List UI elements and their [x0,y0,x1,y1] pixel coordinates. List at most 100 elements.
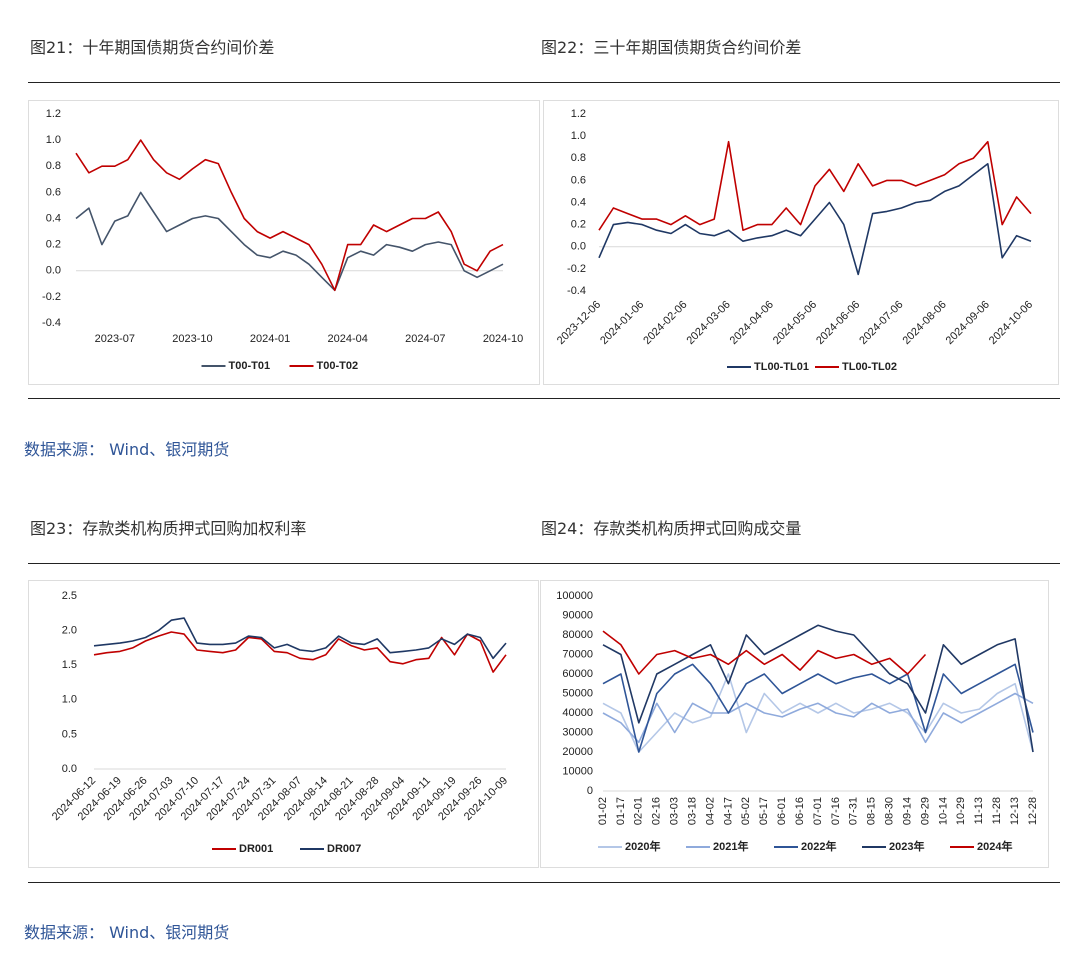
x-tick-label: 2024-07 [405,333,445,345]
y-tick-label: 80000 [562,629,593,641]
series-line [75,191,504,292]
x-tick-label: 2024-08-06 [900,299,948,347]
series-line [598,140,1032,231]
caption: 图22：三十年期国债期货合约间价差 [541,38,802,57]
y-tick-label: -0.2 [42,291,61,303]
legend-label: TL00-TL01 [754,361,809,373]
x-tick-label: 08-15 [866,797,878,825]
series-line [602,624,1034,753]
y-tick-label: 1.0 [46,134,61,146]
x-tick-label: 12-13 [1009,797,1021,825]
y-tick-label: 60000 [562,668,593,680]
series-line [598,163,1032,276]
rule [28,563,1060,564]
y-tick-label: -0.2 [567,263,586,275]
y-tick-label: 50000 [562,687,593,699]
y-tick-label: 0.8 [46,160,61,172]
y-tick-label: 1.0 [62,694,77,706]
x-tick-label: 09-14 [901,797,913,825]
x-tick-label: 04-17 [722,797,734,825]
legend-label: DR007 [327,843,361,855]
x-tick-label: 2024-04-06 [728,299,776,347]
x-tick-label: 2024-09-06 [944,299,992,347]
legend-label: 2022年 [801,839,836,853]
x-tick-label: 12-28 [1027,797,1039,825]
y-tick-label: 90000 [562,609,593,621]
y-tick-label: 0.8 [571,152,586,164]
x-tick-label: 2024-03-06 [684,299,732,347]
x-tick-label: 01-17 [615,797,627,825]
source: 数据来源： Wind、银河期货 [24,923,230,942]
series-line [93,631,507,673]
y-tick-label: 0.2 [571,219,586,231]
x-tick-label: 06-16 [794,797,806,825]
x-tick-label: 2024-06-06 [814,299,862,347]
y-tick-label: 0.6 [571,174,586,186]
y-tick-label: 100000 [556,590,593,602]
y-tick-label: 70000 [562,648,593,660]
x-tick-label: 04-02 [704,797,716,825]
x-tick-label: 2024-01-06 [598,299,646,347]
y-tick-label: 30000 [562,726,593,738]
legend-label: 2023年 [889,839,924,853]
series-line [602,692,1034,744]
legend-label: T00-T01 [229,360,271,372]
x-tick-label: 08-30 [884,797,896,825]
y-tick-label: 2.5 [62,590,77,602]
x-tick-label: 2024-10 [483,333,523,345]
rule [28,882,1060,883]
y-tick-label: 0.6 [46,186,61,198]
x-tick-label: 11-13 [973,797,985,824]
y-tick-label: 1.0 [571,130,586,142]
series-line [602,673,1034,753]
y-tick-label: 10000 [562,765,593,777]
y-tick-label: 20000 [562,746,593,758]
chart: -0.4-0.20.00.20.40.60.81.01.22023-12-062… [543,100,1059,385]
y-tick-label: 0.0 [46,265,61,277]
y-tick-label: 1.2 [571,108,586,120]
y-tick-label: -0.4 [567,285,586,297]
y-tick-label: 2.0 [62,625,77,637]
rule [28,82,1060,83]
y-tick-label: 0.0 [571,241,586,253]
series-line [602,630,927,675]
y-tick-label: 1.2 [46,108,61,120]
caption: 图23：存款类机构质押式回购加权利率 [30,519,307,538]
y-tick-label: 0 [587,785,593,797]
x-tick-label: 03-03 [669,797,681,825]
x-tick-label: 2024-07-06 [857,299,905,347]
y-tick-label: 40000 [562,707,593,719]
source: 数据来源： Wind、银河期货 [24,440,230,459]
legend-label: 2020年 [625,839,660,853]
caption: 图24：存款类机构质押式回购成交量 [541,519,802,538]
chart: 0.00.51.01.52.02.52024-06-122024-06-1920… [28,580,539,868]
x-tick-label: 05-02 [740,797,752,825]
x-tick-label: 02-01 [633,797,645,825]
y-tick-label: -0.4 [42,317,61,329]
x-tick-label: 2023-12-06 [555,299,603,347]
x-tick-label: 06-01 [776,797,788,825]
y-tick-label: 0.4 [46,212,61,224]
legend-label: TL00-TL02 [842,361,897,373]
series-line [75,139,504,292]
legend-label: 2024年 [977,839,1012,853]
x-tick-label: 07-01 [812,797,824,825]
x-tick-label: 2023-07 [95,333,135,345]
y-tick-label: 0.5 [62,728,77,740]
series-line [93,617,507,660]
x-tick-label: 09-29 [919,797,931,825]
y-tick-label: 0.4 [571,196,586,208]
x-tick-label: 10-29 [955,797,967,825]
x-tick-label: 07-16 [830,797,842,825]
rule [28,398,1060,399]
caption: 图21：十年期国债期货合约间价差 [30,38,275,57]
x-tick-label: 03-18 [686,797,698,825]
x-tick-label: 2024-05-06 [771,299,819,347]
x-tick-label: 07-31 [848,797,860,825]
x-tick-label: 2024-02-06 [641,299,689,347]
x-tick-label: 2024-01 [250,333,290,345]
x-tick-label: 2024-10-06 [987,299,1035,347]
chart: -0.4 -0.2 0.0 0.2 0.4 0.6 0.8 1.0 1.2 2023-07 2023… [28,100,540,385]
x-tick-label: 10-14 [937,797,949,825]
